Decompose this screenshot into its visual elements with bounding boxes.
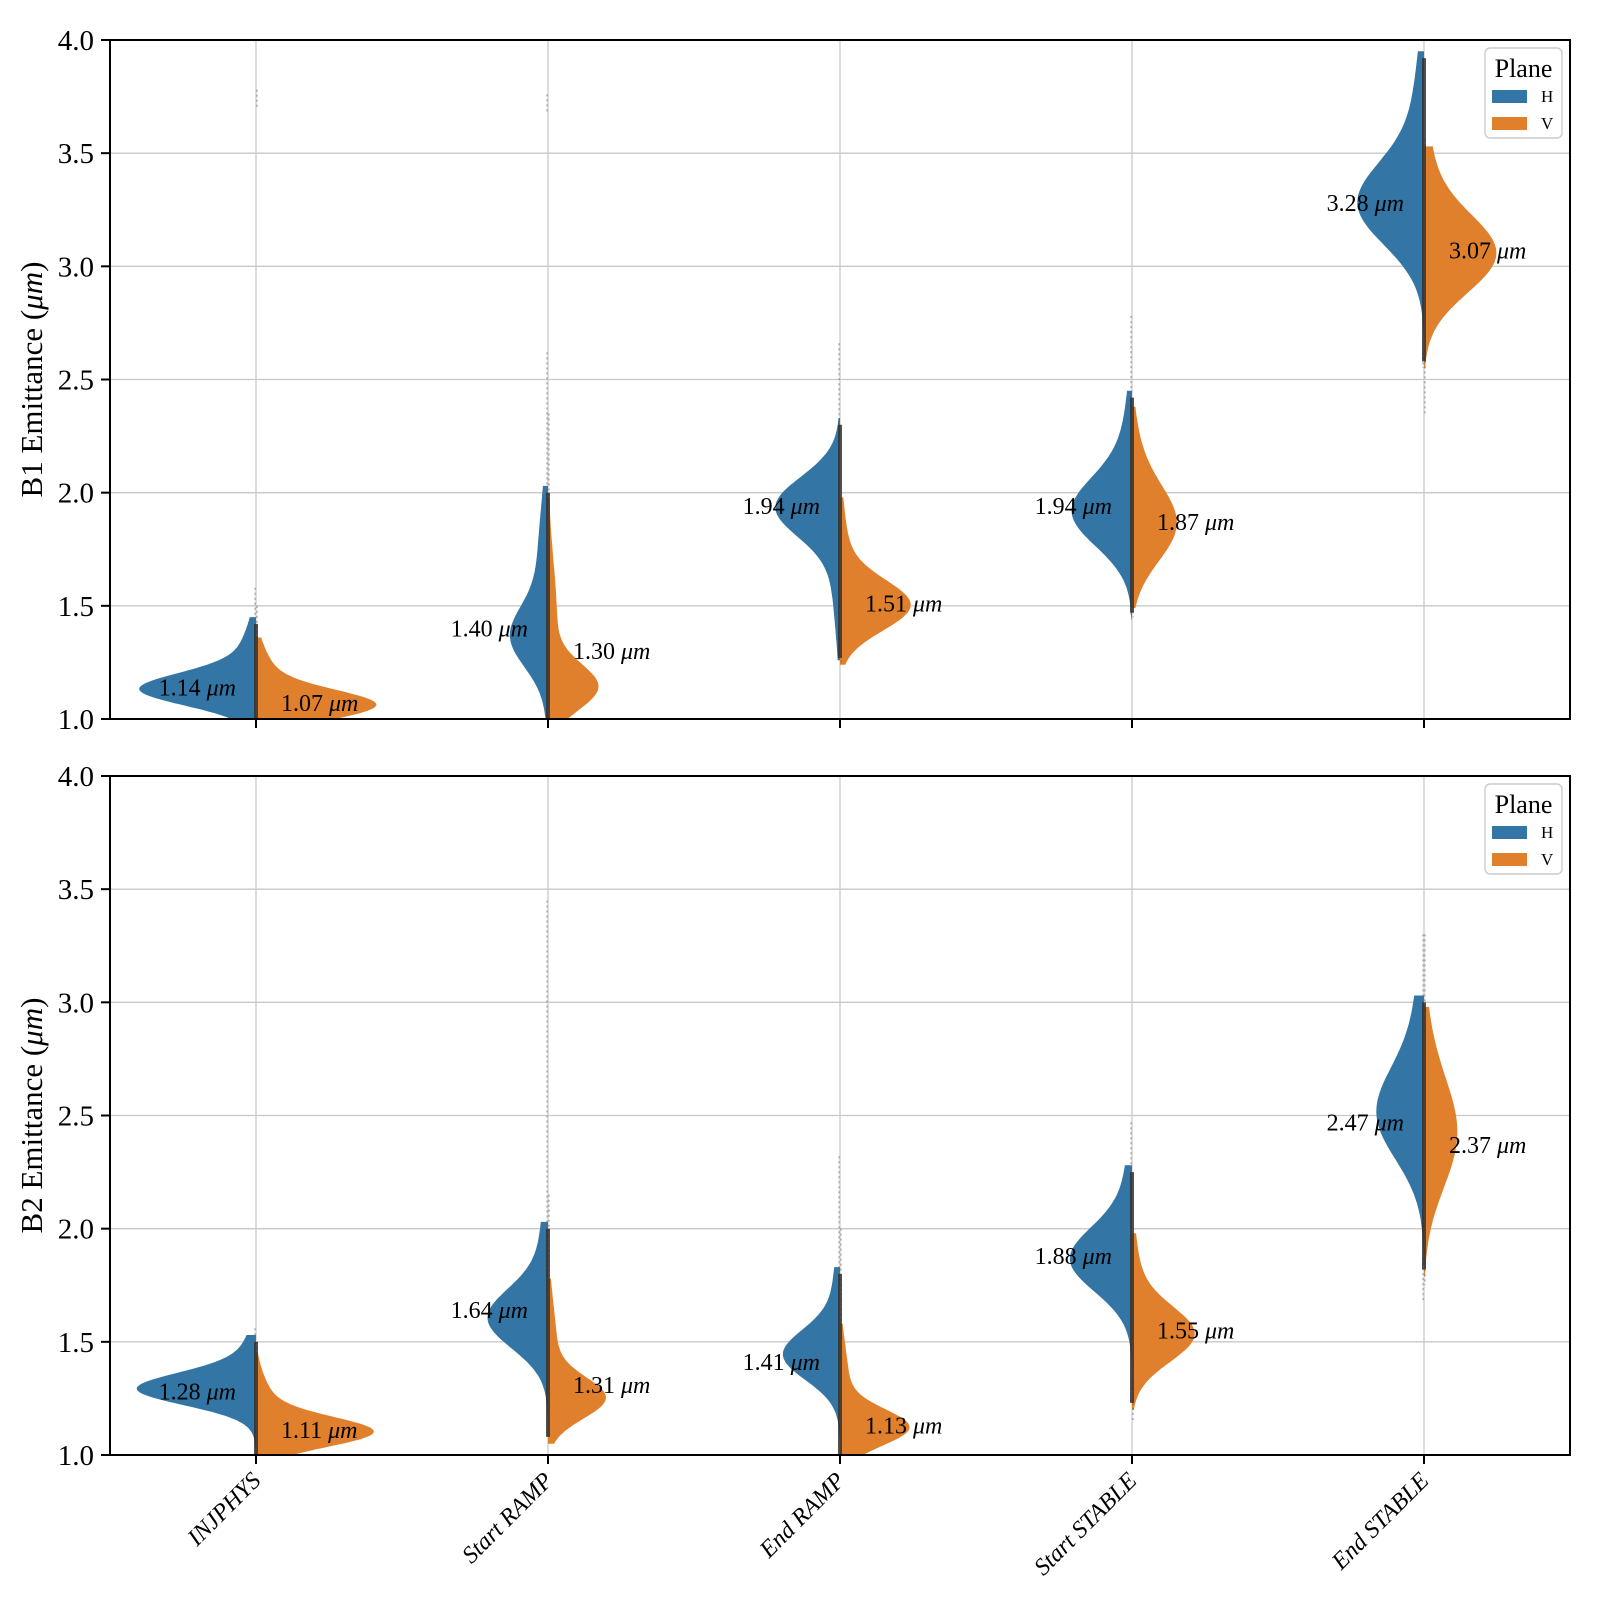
y-tick-label: 2.5 [58, 1101, 94, 1133]
annotation-h-mean: 1.94 μm [743, 494, 820, 520]
violin-v-half [1424, 146, 1497, 369]
legend: Plane HV [1484, 783, 1563, 875]
annotation-v-mean: 1.11 μm [281, 1418, 358, 1444]
y-tick-label: 2.0 [58, 1214, 94, 1246]
annotation-v-mean: 1.30 μm [573, 639, 650, 665]
violin-inner-sticks [546, 1228, 550, 1437]
violin-v-half [548, 1278, 606, 1444]
violin-h-half [782, 1267, 840, 1440]
y-tick-label: 3.0 [58, 251, 94, 283]
legend-label-v: V [1541, 850, 1554, 869]
violin-h-half [139, 617, 256, 719]
legend-swatch-h [1492, 90, 1527, 103]
violin-inner-sticks [838, 1273, 842, 1455]
y-tick-label: 3.5 [58, 138, 94, 170]
violin-inner-sticks [1130, 1172, 1134, 1403]
annotation-h-mean: 3.28 μm [1327, 191, 1404, 217]
legend-swatch-v [1492, 117, 1527, 130]
annotation-h-mean: 1.28 μm [159, 1380, 236, 1406]
x-tick-label-end-stable: End STABLE [1326, 1468, 1434, 1576]
panel-B1: 1.14 μm 1.07 μm 1.40 μm 1.30 μm 1.94 μm 1.51 … [14, 25, 1571, 736]
annotation-h-mean: 2.47 μm [1327, 1110, 1404, 1136]
y-tick-label: 1.5 [58, 1327, 94, 1359]
violin-inner-sticks [1422, 58, 1426, 362]
violin-h-half [487, 1221, 548, 1435]
legend-title: Plane [1495, 54, 1553, 83]
violin-inner-sticks [254, 623, 258, 719]
annotation-v-mean: 2.37 μm [1449, 1133, 1526, 1159]
violin-inner-sticks [838, 424, 842, 658]
violin-inner-sticks [1130, 397, 1134, 613]
legend-label-h: H [1541, 87, 1553, 106]
violin-v-half [840, 1323, 910, 1455]
legend-swatch-v [1492, 853, 1527, 866]
y-tick-label: 1.5 [58, 591, 94, 623]
legend-label-v: V [1541, 114, 1554, 133]
annotation-h-mean: 1.94 μm [1035, 494, 1112, 520]
legend-swatch-h [1492, 826, 1527, 839]
legend-title: Plane [1495, 790, 1553, 819]
y-tick-label: 1.0 [58, 704, 94, 736]
x-tick-label-start-stable: Start STABLE [1029, 1468, 1142, 1581]
violin-h-half [509, 485, 548, 719]
y-tick-label: 3.5 [58, 874, 94, 906]
y-tick-label: 1.0 [58, 1440, 94, 1472]
violin-v-half [1424, 1006, 1458, 1277]
violin-inner-sticks [1422, 1002, 1426, 1270]
annotation-v-mean: 1.13 μm [865, 1414, 942, 1440]
panel-B2: 1.28 μm 1.11 μm 1.64 μm 1.31 μm 1.41 μm 1.13 … [14, 761, 1571, 1472]
y-tick-label: 3.0 [58, 987, 94, 1019]
violin-inner-sticks [546, 492, 550, 719]
violin-v-half [840, 497, 911, 665]
y-tick-label: 4.0 [58, 25, 94, 57]
y-tick-label: 2.0 [58, 478, 94, 510]
x-tick-label-injphys: INJPHYS [182, 1468, 266, 1552]
x-tick-label-end-ramp: End RAMP [754, 1468, 850, 1564]
annotation-h-mean: 1.40 μm [451, 616, 528, 642]
annotation-v-mean: 1.07 μm [281, 691, 358, 717]
annotation-h-mean: 1.64 μm [451, 1298, 528, 1324]
annotation-h-mean: 1.88 μm [1035, 1244, 1112, 1270]
violin-v-half [548, 497, 599, 719]
violin-v-half [1132, 1233, 1195, 1410]
violin-v-half [256, 1353, 374, 1455]
legend-label-h: H [1541, 823, 1553, 842]
violin-v-half [1132, 406, 1177, 609]
annotation-h-mean: 1.14 μm [159, 675, 236, 701]
violin-h-half [1376, 995, 1424, 1265]
annotation-v-mean: 1.51 μm [865, 592, 942, 618]
annotation-v-mean: 1.87 μm [1157, 510, 1234, 536]
violin-inner-sticks [254, 1341, 258, 1455]
y-tick-label: 4.0 [58, 761, 94, 793]
violin-h-half [1069, 1165, 1132, 1390]
y-axis-title: B1 Emittance (μm) [14, 262, 49, 498]
legend: Plane HV [1484, 47, 1563, 139]
x-tick-label-start-ramp: Start RAMP [457, 1468, 558, 1569]
violin-h-half [775, 418, 840, 661]
annotation-v-mean: 1.55 μm [1157, 1319, 1234, 1345]
y-tick-label: 2.5 [58, 365, 94, 397]
violin-h-half [1357, 51, 1424, 360]
y-axis-title: B2 Emittance (μm) [14, 998, 49, 1234]
annotation-h-mean: 1.41 μm [743, 1350, 820, 1376]
annotation-v-mean: 1.31 μm [573, 1373, 650, 1399]
violin-v-half [256, 637, 377, 719]
violin-h-half [136, 1335, 256, 1455]
annotation-v-mean: 3.07 μm [1449, 238, 1526, 264]
violin-h-half [1071, 390, 1132, 620]
